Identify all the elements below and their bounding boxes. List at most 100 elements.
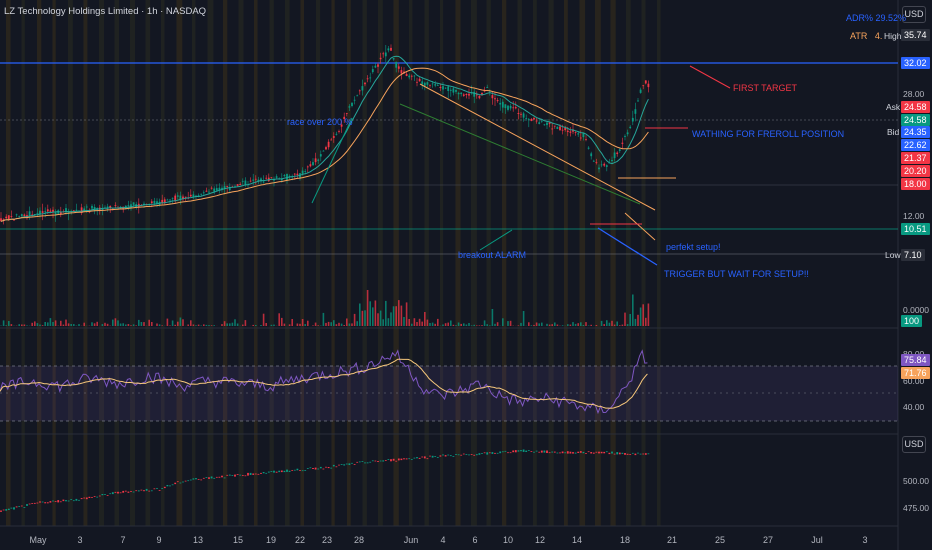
lower-candle	[265, 472, 268, 474]
volume-bar	[385, 300, 387, 326]
symbol-title[interactable]: LZ Technology Holdings Limited · 1h · NA…	[4, 6, 207, 17]
candle-body	[184, 196, 187, 198]
lower-candle	[527, 450, 530, 451]
lower-candle	[605, 451, 608, 453]
lower-candle	[187, 480, 190, 482]
time-axis-label: 25	[714, 535, 726, 545]
lower-candle	[637, 452, 639, 454]
candle-body	[364, 82, 366, 85]
lower-candle	[429, 455, 431, 457]
volume-bar	[463, 323, 465, 326]
volume-bar	[478, 325, 481, 326]
breakout-annotation[interactable]: breakout ALARM	[458, 250, 527, 260]
trigger-annotation[interactable]: TRIGGER BUT WAIT FOR SETUP!!	[664, 269, 809, 279]
candle-body	[65, 208, 67, 213]
candle-body	[7, 215, 10, 220]
lower-candle	[257, 473, 260, 475]
candle-body	[582, 132, 585, 138]
volume-bar	[314, 322, 317, 326]
volume-bar	[585, 322, 587, 326]
first-target-annotation[interactable]: FIRST TARGET	[733, 83, 798, 93]
volume-bar	[96, 321, 98, 326]
lower-candle	[111, 492, 114, 495]
volume-bar	[18, 324, 20, 326]
lower-candle	[460, 454, 463, 456]
volume-bar	[73, 324, 75, 326]
lower-candle	[223, 477, 226, 479]
candle-body	[590, 153, 593, 157]
candle-body	[392, 58, 395, 60]
candle-body	[200, 193, 203, 195]
candle-body	[348, 106, 351, 108]
candle-body	[335, 133, 338, 135]
lower-candle	[114, 491, 117, 493]
candle-body	[634, 109, 637, 114]
session-stripe	[21, 0, 25, 526]
volume-bar	[364, 310, 366, 326]
lower-candle	[26, 504, 28, 506]
volume-bar	[130, 325, 132, 326]
lower-candle	[5, 509, 8, 511]
lower-candle	[332, 464, 335, 467]
session-stripe	[595, 0, 601, 526]
volume-bar	[226, 323, 228, 326]
candle-body	[358, 90, 361, 92]
session-stripe	[192, 0, 196, 526]
rsi-tick-40: 40.00	[903, 402, 925, 412]
time-axis-label: 4	[440, 535, 446, 545]
candle-body	[468, 93, 470, 96]
candle-body	[371, 69, 374, 73]
perfekt-annotation[interactable]: perfekt setup!	[666, 242, 721, 252]
lower-currency-button[interactable]: USD	[902, 436, 926, 453]
lower-candle	[247, 472, 249, 476]
race-annotation[interactable]: race over 200 %	[287, 117, 353, 127]
currency-button[interactable]: USD	[902, 6, 926, 23]
lower-candle	[104, 494, 106, 495]
volume-bar	[182, 319, 184, 326]
candle-body	[59, 212, 62, 214]
lower-candle	[166, 485, 169, 487]
candle-body	[642, 85, 645, 87]
high-value-tag: 35.74	[901, 29, 930, 41]
lower-candle	[241, 475, 244, 476]
candle-body	[475, 94, 478, 96]
lower-candle	[439, 455, 442, 457]
lower-candle	[577, 451, 580, 453]
candle-body	[397, 66, 400, 69]
lower-candle	[569, 451, 572, 454]
volume-bar	[210, 325, 213, 326]
candle-body	[218, 187, 221, 191]
lower-candle	[631, 452, 634, 454]
session-stripe	[486, 0, 491, 526]
lower-candle	[228, 474, 231, 476]
candle-body	[143, 203, 145, 205]
candle-body	[574, 132, 577, 133]
lower-candle	[535, 450, 538, 452]
candle-body	[26, 215, 28, 218]
lower-candle	[148, 490, 151, 492]
lower-candle	[72, 500, 75, 502]
candle-body	[221, 187, 223, 190]
lower-candle	[377, 461, 379, 462]
candle-body	[41, 211, 44, 213]
candle-body	[579, 137, 582, 139]
volume-bar	[190, 320, 192, 326]
lower-candle	[384, 460, 387, 461]
candle-body	[49, 210, 52, 212]
session-stripe	[378, 0, 383, 526]
candle-body	[85, 206, 88, 208]
volume-bar	[351, 323, 353, 326]
candle-body	[514, 107, 517, 109]
candle-body	[317, 159, 320, 161]
lower-candle	[306, 468, 309, 469]
candle-body	[309, 164, 312, 167]
candle-body	[101, 209, 104, 211]
time-axis-label: Jun	[403, 535, 419, 545]
session-stripe	[502, 0, 507, 526]
lower-tick-475: 475.00	[903, 503, 929, 513]
watching-annotation[interactable]: WATHING FOR FREROLL POSITION	[692, 129, 845, 139]
lower-candle	[119, 492, 122, 494]
lower-candle	[88, 496, 91, 498]
candle-body	[507, 105, 509, 110]
